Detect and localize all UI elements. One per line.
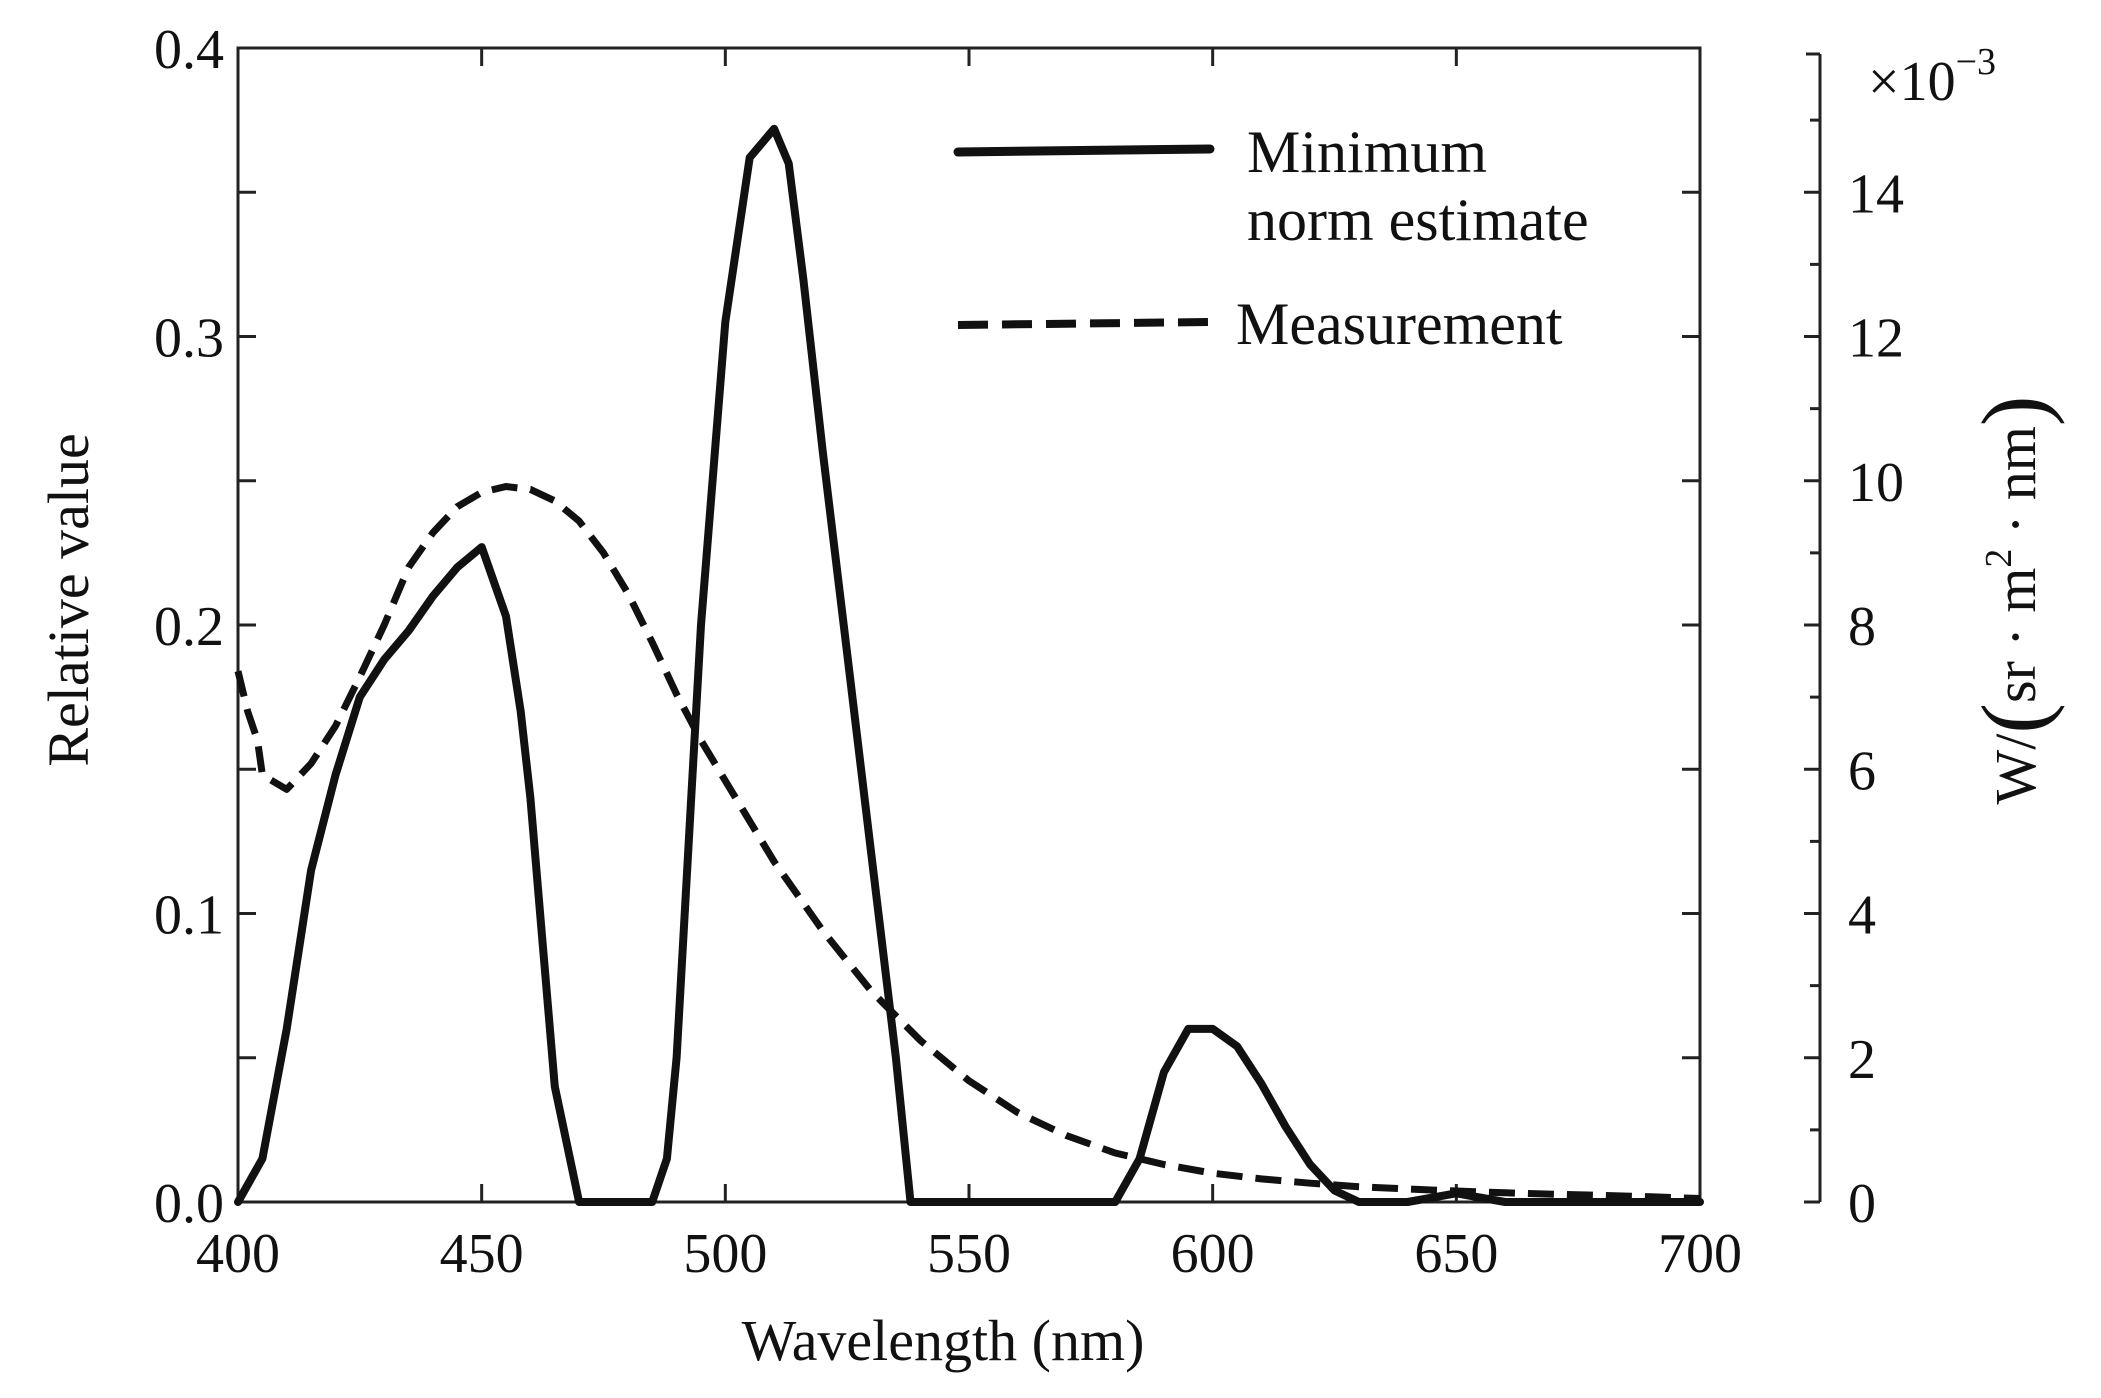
y2-multiplier: ×10−3 — [1868, 41, 1996, 113]
y-tick-label-0.3: 0.3 — [154, 308, 224, 370]
series-lines — [234, 124, 1704, 1206]
y2-paren-open: ( — [1963, 703, 2065, 734]
x-tick-label-500: 500 — [683, 1223, 767, 1285]
x-tick-label-600: 600 — [1171, 1223, 1255, 1285]
y-tick-label-0.2: 0.2 — [154, 596, 224, 658]
legend-swatch-measurement — [957, 318, 1211, 329]
x-tick-label-450: 450 — [440, 1223, 524, 1285]
y2-tick-label-12: 12 — [1848, 308, 1904, 370]
y-tick-label-0.0: 0.0 — [154, 1173, 224, 1235]
x-tick-label-550: 550 — [927, 1223, 1011, 1285]
tick-labels: 400 450 500 550 600 650 700 0.0 0.1 0.2 0.3 0.4 0 2 4 6… — [154, 19, 1904, 1285]
y2-tick-label-6: 6 — [1848, 740, 1876, 802]
y2-tick-label-2: 2 — [1848, 1029, 1876, 1091]
y2-multiplier-base: ×10 — [1868, 51, 1956, 113]
y2-unit-base: sr · m — [1983, 568, 2048, 703]
x-axis-title: Wavelength (nm) — [742, 1308, 1145, 1373]
x-tick-label-400: 400 — [196, 1223, 280, 1285]
x-tick-label-700: 700 — [1658, 1223, 1742, 1285]
y2-axis-title: W/(sr · m2 · nm) — [1963, 396, 2065, 805]
y2-multiplier-exp: −3 — [1956, 41, 1996, 83]
y2-unit-tail: · nm — [1983, 426, 2048, 548]
y2-unit-exp: 2 — [1978, 549, 2020, 568]
x-tick-label-650: 650 — [1414, 1223, 1498, 1285]
y2-tick-label-8: 8 — [1848, 596, 1876, 658]
y2-tick-label-14: 14 — [1848, 163, 1904, 225]
y2-prefix: W/ — [1983, 733, 2048, 805]
legend-swatch-minimum-norm — [953, 144, 1215, 157]
y-axis-title: Relative value — [36, 433, 101, 766]
series-line-minimum-norm-estimate — [234, 124, 1704, 1206]
y2-axis-title-text: W/(sr · m2 · nm) — [1963, 396, 2065, 805]
y2-tick-label-4: 4 — [1848, 885, 1876, 947]
y-tick-label-0.1: 0.1 — [154, 885, 224, 947]
legend-label-minimum-norm-line1: Minimum — [1247, 119, 1487, 185]
y2-paren-close: ) — [1963, 396, 2065, 427]
legend-label-measurement: Measurement — [1236, 291, 1563, 357]
y2-tick-label-0: 0 — [1848, 1173, 1876, 1235]
legend-label-minimum-norm-line2: norm estimate — [1247, 187, 1589, 253]
y2-tick-label-10: 10 — [1848, 452, 1904, 514]
y-tick-label-0.4: 0.4 — [154, 19, 224, 81]
series-line-measurement — [234, 483, 1701, 1202]
legend: Minimum norm estimate Measurement — [953, 119, 1589, 357]
